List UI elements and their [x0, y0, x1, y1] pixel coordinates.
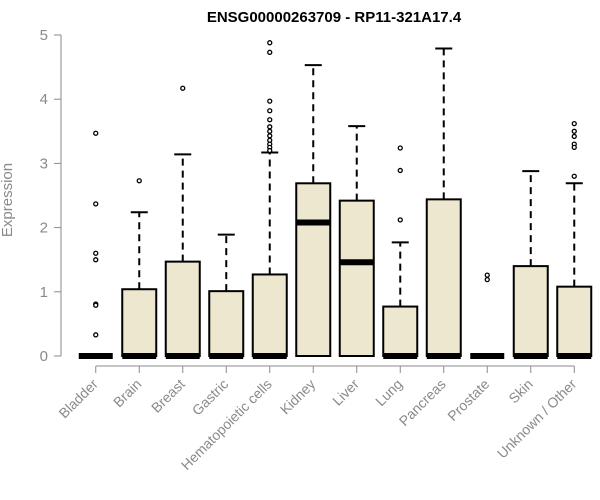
y-axis: 0 1 2 3 4 5 — [40, 27, 62, 365]
box-brain — [121, 178, 158, 359]
outlier-point — [267, 147, 273, 154]
y-tick-label: 1 — [40, 284, 48, 301]
box-prostate — [470, 272, 505, 359]
box-gastric — [208, 233, 245, 359]
iqr-box — [556, 285, 593, 357]
x-tick-label: Pancreas — [396, 376, 449, 429]
x-tick-label: Lung — [372, 376, 405, 409]
box-lung — [382, 145, 419, 359]
iqr-box — [208, 290, 245, 357]
outlier-point — [93, 201, 99, 207]
outlier-point — [397, 167, 403, 174]
y-tick-label: 5 — [40, 27, 48, 44]
outlier-point — [136, 178, 142, 184]
boxes-group — [78, 40, 593, 359]
box-liver — [338, 125, 375, 357]
iqr-box — [164, 260, 201, 358]
outlier-point — [93, 332, 99, 338]
outlier-point — [93, 130, 99, 136]
y-tick-label: 2 — [40, 220, 48, 237]
x-tick-label: Brain — [110, 376, 144, 410]
x-tick-label: Kidney — [277, 376, 319, 418]
outlier-point — [571, 173, 577, 179]
box-kidney — [295, 64, 332, 357]
box-hematopoietic-cells — [251, 40, 288, 359]
outlier-point — [267, 117, 273, 123]
iqr-box — [251, 273, 288, 357]
x-tick-label: Gastric — [189, 376, 232, 419]
outlier-point — [93, 302, 99, 308]
outlier-point — [267, 128, 273, 134]
outlier-point — [484, 276, 490, 283]
outlier-point — [571, 133, 577, 140]
y-tick-label: 0 — [40, 348, 48, 365]
y-tick-label: 4 — [40, 91, 48, 108]
outlier-point — [397, 145, 403, 151]
iqr-box — [382, 305, 419, 358]
x-tick-label: Liver — [329, 376, 362, 409]
x-tick-label: Breast — [148, 376, 188, 416]
chart-title: ENSG00000263709 - RP11-321A17.4 — [207, 9, 462, 26]
box-breast — [164, 85, 201, 359]
outlier-point — [571, 128, 577, 134]
outlier-point — [93, 250, 99, 256]
iqr-box — [121, 288, 158, 357]
y-axis-label: Expression — [0, 163, 16, 237]
x-tick-label: Bladder — [55, 376, 101, 422]
box-pancreas — [425, 47, 462, 359]
box-bladder — [78, 130, 113, 359]
outlier-point — [571, 120, 577, 127]
x-tick-label: Skin — [505, 376, 536, 407]
outlier-point — [484, 272, 490, 278]
outlier-point — [267, 49, 273, 55]
outlier-point — [267, 133, 273, 139]
box-skin — [512, 170, 549, 359]
outlier-point — [397, 217, 403, 223]
outlier-point — [267, 98, 273, 104]
outlier-point — [267, 124, 273, 130]
iqr-box — [512, 265, 549, 357]
iqr-box — [425, 198, 462, 357]
outlier-point — [267, 40, 273, 46]
iqr-box — [295, 182, 332, 357]
outlier-point — [571, 144, 577, 151]
x-tick-label: Unknown / Other — [494, 376, 580, 462]
x-tick-label: Prostate — [444, 376, 492, 424]
box-unknown-other — [556, 120, 593, 359]
outlier-point — [93, 257, 99, 263]
iqr-box — [338, 199, 375, 357]
y-tick-label: 3 — [40, 155, 48, 172]
outlier-point — [180, 85, 186, 91]
outlier-point — [267, 108, 273, 114]
